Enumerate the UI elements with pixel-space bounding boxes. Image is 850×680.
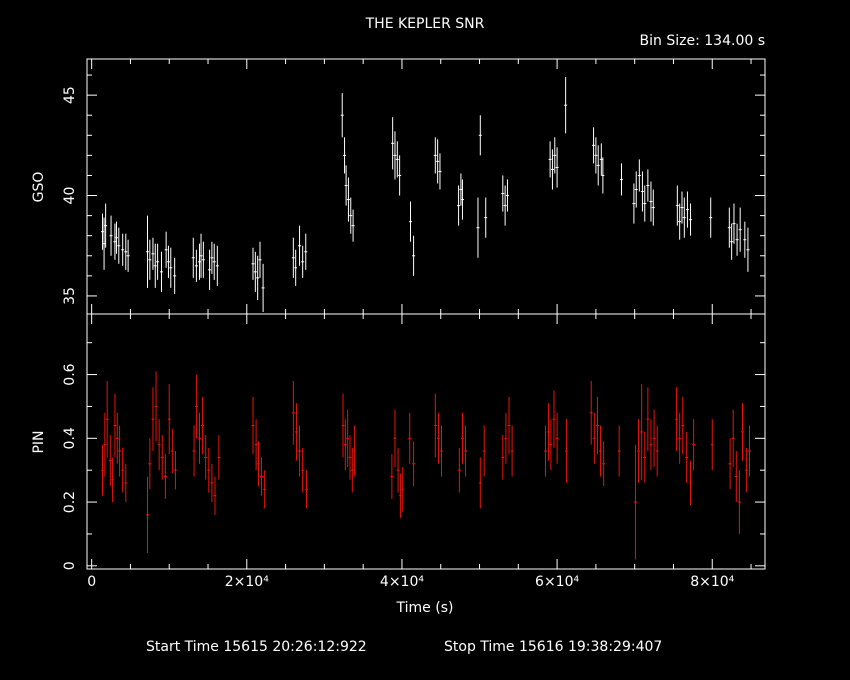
x-axis-label: Time (s) [396, 600, 454, 616]
x-tick-label: 6×10⁴ [535, 574, 579, 590]
y-tick-label: 0.2 [62, 491, 78, 513]
y-tick-label: 0.4 [62, 427, 78, 449]
x-tick-label: 8×10⁴ [690, 574, 734, 590]
pin-axis-ticks: 0 0.2 0.4 0.6 [62, 342, 765, 570]
footer-stop-time: Stop Time 15616 19:38:29:407 [444, 639, 662, 655]
pin-panel-frame [86, 313, 766, 570]
x-tick-label: 0 [87, 574, 96, 590]
chart-title: THE KEPLER SNR [365, 16, 485, 32]
gso-axis-label: GSO [31, 172, 47, 203]
pin-axis-label: PIN [31, 430, 47, 453]
x-tick-label: 4×10⁴ [380, 574, 424, 590]
y-tick-label: 0.6 [62, 363, 78, 385]
time-axis-ticks: 0 2×10⁴ 4×10⁴ 6×10⁴ 8×10⁴ [87, 59, 752, 590]
y-tick-label: 0 [62, 561, 78, 570]
y-tick-label: 45 [62, 86, 78, 104]
gso-series [101, 77, 750, 312]
gso-axis-ticks: 35 40 45 [62, 74, 765, 305]
footer-start-time: Start Time 15615 20:26:12:922 [146, 639, 367, 655]
y-tick-label: 35 [62, 287, 78, 305]
y-tick-label: 40 [62, 187, 78, 205]
bin-size-label: Bin Size: 134.00 s [640, 33, 765, 49]
x-tick-label: 2×10⁴ [225, 574, 269, 590]
pin-series [101, 371, 751, 560]
